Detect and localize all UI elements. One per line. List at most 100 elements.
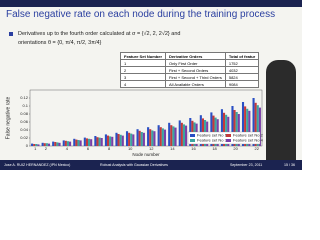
bar [54,142,57,146]
bar [130,133,133,146]
x-tick-label: 18 [212,146,217,151]
bar [117,134,120,146]
x-tick-label: 1 [34,146,37,151]
table-cell: First + Second Orders [165,66,226,74]
legend-box [187,131,261,145]
y-tick-label: 0.1 [22,103,28,108]
bar [73,138,76,146]
bar [43,143,46,146]
y-tick-label: 0.04 [20,127,29,132]
bar [235,112,238,146]
bullet-text: orientations θ = {0, π/4, π/2, 3π/4} [18,40,102,46]
bar [90,139,93,146]
bar [182,124,186,146]
bar [157,125,160,146]
bar [170,125,173,146]
bar [77,140,80,146]
bar [88,138,91,146]
bar [210,112,213,146]
slide: False negative rate on each node during … [0,0,302,170]
footer-talk: Robust Analysis with Gaussian Derivative… [100,163,168,167]
bar [94,136,97,146]
bar [98,137,101,146]
x-tick-label: 14 [170,146,175,151]
bar [45,143,48,146]
bar [174,127,177,146]
x-tick-label: 4 [66,146,69,151]
table-cell: Feature Set Number [119,52,167,60]
bar [100,138,103,146]
presenter [266,60,296,160]
slide-title: False negative rate on each node during … [6,9,276,20]
legend-label: Feature set No 3 [197,138,228,143]
chart: False negative rate Node number 0 0.02 0.04 0… [5,89,264,157]
footer-page: 15 / 36 [284,163,295,167]
footer-author: Jose A. RUIZ HERNANDEZ (IPN Mexico) [4,163,71,167]
bar [237,114,240,146]
bar [153,131,156,146]
bar [75,139,78,146]
bar [180,122,183,146]
bar [37,144,40,146]
bar [83,137,86,146]
legend-swatch [190,134,195,137]
bar [248,110,251,146]
table-cell: 1 [119,59,167,67]
table-row: Feature Set Number Derivative Orders Total… [119,52,260,60]
bar [125,131,129,146]
y-tick-label: 0.08 [20,111,29,116]
table-cell: Only First Order [165,59,226,67]
x-tick-label: 20 [233,146,238,151]
table-row: 2 First + Second Orders 4032 [119,66,260,74]
x-tick-label: 12 [149,146,154,151]
bar [172,126,175,146]
y-tick-label: 0 [26,143,29,148]
bar [106,135,110,146]
bar [233,110,236,146]
bar [85,138,88,146]
legend-swatch [190,139,195,142]
bar [199,115,202,146]
x-tick-label: 8 [108,146,111,151]
y-axis-label: False negative rate [5,97,11,140]
bar [132,134,135,146]
bar [178,120,181,146]
bar [163,129,167,146]
table-cell: 4032 [224,66,260,74]
table-row: 1 Only First Order 1752 [119,59,260,67]
bar [111,136,114,146]
bar [149,129,152,146]
bar [222,112,226,146]
bar [35,144,38,146]
bar [142,132,145,146]
bar [66,141,70,146]
table-row: 3 First + Second + Third Orders 5824 [119,73,260,81]
bar [64,140,67,146]
bar [119,134,122,146]
bar [256,105,259,146]
bullet-icon [9,32,13,36]
bar [58,142,61,146]
bar [128,132,131,146]
bar [41,142,44,146]
bar [225,114,228,146]
bar [136,129,139,146]
y-tick-label: 0.06 [20,119,29,124]
bar [56,142,59,146]
legend-label: Feature set No 2 [233,133,264,138]
x-tick-label: 22 [255,146,260,151]
bar [69,141,72,146]
x-tick-label: 6 [87,146,90,151]
table-cell: Total of featur [224,52,260,60]
bar [254,102,257,146]
plot-frame [29,89,263,147]
bar [185,125,188,146]
bar [115,132,118,146]
bar [212,115,215,146]
bar [47,143,51,146]
x-axis-label: Node number [132,152,160,157]
bar [79,140,82,146]
bar [104,134,107,146]
bar [52,141,55,146]
bar [62,140,65,146]
